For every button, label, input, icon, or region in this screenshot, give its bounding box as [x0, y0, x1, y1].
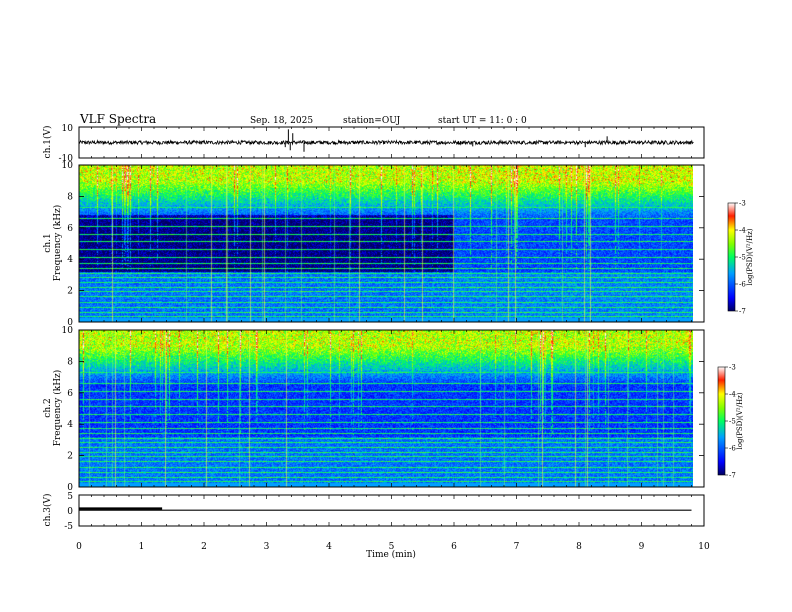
time-axis-label: Time (min): [366, 549, 416, 560]
ch1-ytick-bottom: -10: [59, 154, 74, 164]
time-axis-tick-label-6: 6: [451, 542, 457, 552]
ch2-spectrogram-ytick-label-0: 0: [67, 483, 73, 493]
ch1-spectrogram-ylabel: Frequency (kHz): [52, 205, 63, 282]
ch2-spectrogram-ylabel: Frequency (kHz): [52, 370, 63, 447]
ch2-cb-label-4: -7: [729, 472, 736, 480]
ch1-spikes: [284, 129, 608, 152]
ch1-spectrogram-heatmap: [79, 165, 693, 322]
ch2-colorbar: [717, 366, 726, 476]
ch2-spectrogram-yticks: 0 2 4 6 8 10: [62, 326, 704, 493]
ch1-cb-label-4: -7: [739, 308, 746, 316]
ch3-ytick-bottom: -5: [64, 522, 73, 532]
ch2-cb-label-1: -4: [729, 391, 736, 399]
time-axis-tick-label-5: 5: [389, 542, 395, 552]
ch2-cb-label-2: -5: [729, 418, 736, 426]
ch1-waveform-panel: 10 -10 ch.1(V): [42, 124, 705, 164]
ch3-ytick-mid: 0: [67, 507, 73, 517]
time-axis-tick-label-4: 4: [326, 542, 332, 552]
ch2-spectrogram-ytick-label-2: 4: [67, 420, 73, 430]
ch2-colorbar-label: log(PSD)(V²/Hz): [736, 392, 744, 449]
ch1-spectrogram-ytick-label-2: 4: [67, 255, 73, 265]
ch1-trace: [78, 139, 694, 146]
time-axis-ticks: 0 1 2 3 4 5 6 7 8 9 10: [76, 542, 710, 552]
ch1-spectrogram-ytick-label-5: 10: [62, 161, 74, 171]
time-axis-tick-label-3: 3: [264, 542, 270, 552]
ch3-panel: 5 0 -5 ch.3(V) 0 1 2 3 4 5 6 7 8 9 10 Time (min): [42, 492, 710, 560]
ch2-colorbar-ticks: -3 -4 -5 -6 -7: [725, 364, 736, 480]
ch1-spectrogram-label-channel: ch.1: [43, 233, 53, 252]
ch1-cb-label-2: -5: [739, 254, 746, 262]
header-start-time: start UT = 11: 0 : 0: [438, 116, 527, 126]
ch2-cb-label-0: -3: [729, 364, 736, 372]
ch2-spectrogram-ytick-label-3: 6: [67, 389, 73, 399]
time-axis-tick-label-1: 1: [139, 542, 145, 552]
ch2-spectrogram-blank: [693, 330, 704, 487]
header-station: station=OUJ: [343, 116, 401, 126]
ch1-spectrogram-ytick-label-4: 8: [67, 192, 73, 202]
header-date: Sep. 18, 2025: [250, 116, 313, 126]
ch2-spectrogram-ytick-label-1: 2: [67, 452, 73, 462]
ch1-colorbar: [727, 202, 736, 312]
ch1-colorbar-ticks: -3 -4 -5 -6 -7: [735, 200, 746, 316]
ch3-ytick-top: 5: [67, 492, 73, 502]
ch1-spectrogram-ytick-label-1: 2: [67, 287, 73, 297]
ch2-spectrogram-ytick-label-4: 8: [67, 357, 73, 367]
ch1-cb-label-0: -3: [739, 200, 746, 208]
ch3-ylabel: ch.3(V): [42, 494, 53, 527]
time-axis-tick-label-9: 9: [639, 542, 645, 552]
time-axis-tick-label-2: 2: [201, 542, 207, 552]
ch2-spectrogram-heatmap: [79, 330, 693, 487]
ch2-spectrogram-ytick-label-5: 10: [62, 326, 74, 336]
time-axis-tick-label-0: 0: [76, 542, 82, 552]
ch1-spectrogram-blank: [693, 165, 704, 322]
time-axis-tick-label-8: 8: [576, 542, 582, 552]
ch1-ytick-top: 10: [62, 124, 74, 134]
ch1-cb-label-1: -4: [739, 227, 746, 235]
figure-title: VLF Spectra: [79, 112, 156, 126]
ch1-colorbar-label: log(PSD)(V²/Hz): [746, 228, 754, 285]
ch1-ylabel: ch.1(V): [42, 126, 53, 159]
ch1-spectrogram-yticks: 0 2 4 6 8 10: [62, 161, 704, 328]
ch2-cb-label-3: -6: [729, 445, 736, 453]
ch2-spectrogram-label-channel: ch.2: [43, 398, 53, 417]
time-axis-tick-label-7: 7: [514, 542, 520, 552]
ch1-cb-label-3: -6: [739, 281, 746, 289]
ch1-spectrogram-ytick-label-3: 6: [67, 224, 73, 234]
ch1-spectrogram-ytick-label-0: 0: [67, 318, 73, 328]
time-axis-tick-label-10: 10: [698, 542, 710, 552]
